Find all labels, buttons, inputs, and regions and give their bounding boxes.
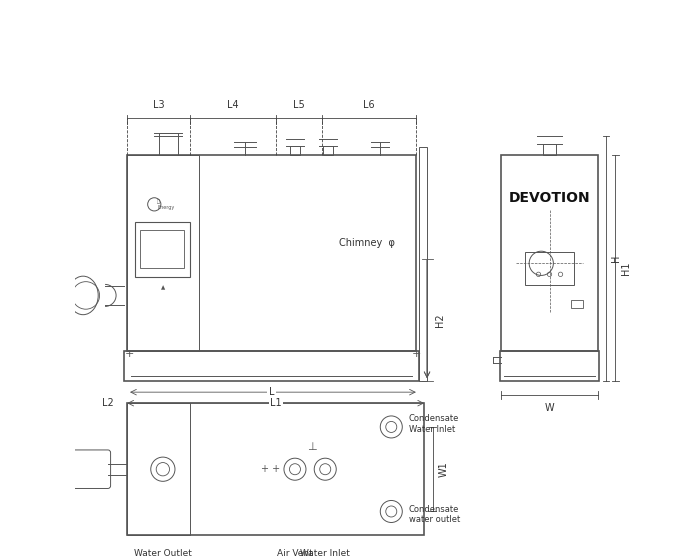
Text: Water Inlet: Water Inlet [300,549,350,558]
Text: W1: W1 [439,461,449,477]
Bar [135,222,190,277]
Text: L: L [269,387,274,397]
Bar [290,146,300,156]
Text: Air Vent: Air Vent [277,549,313,558]
Bar [127,156,199,351]
Text: L5: L5 [293,100,305,110]
Text: Chimney  φ: Chimney φ [339,239,395,249]
Text: +: + [412,349,421,359]
Bar [127,156,416,351]
Bar [500,351,599,381]
Text: W: W [545,403,554,413]
Text: ▲: ▲ [161,285,165,290]
Bar [127,403,424,535]
Text: Condensate
Water Inlet: Condensate Water Inlet [409,414,459,434]
Bar [419,147,427,381]
Bar [159,133,178,156]
Bar [125,351,419,381]
Bar [501,156,598,351]
Bar [323,146,333,156]
Text: + +: + + [260,464,280,474]
Text: L3: L3 [153,100,164,110]
Text: +: + [125,349,134,359]
Bar [525,253,574,286]
Bar [127,403,190,535]
Text: H2: H2 [435,313,445,327]
Text: L6: L6 [363,100,375,110]
Text: L1: L1 [270,398,281,408]
Bar [140,230,184,268]
Text: ⊥: ⊥ [307,442,316,452]
Bar [570,300,583,308]
Text: Condensate
water outlet: Condensate water outlet [409,505,460,524]
Text: H: H [611,255,622,263]
Text: DEVOTION: DEVOTION [509,192,590,206]
Text: Water Outlet: Water Outlet [134,549,192,558]
Text: L2: L2 [102,398,113,408]
Text: L4: L4 [228,100,239,110]
Bar [542,144,556,156]
Text: H1: H1 [621,262,631,275]
Text: 联
Energy: 联 Energy [157,199,174,210]
